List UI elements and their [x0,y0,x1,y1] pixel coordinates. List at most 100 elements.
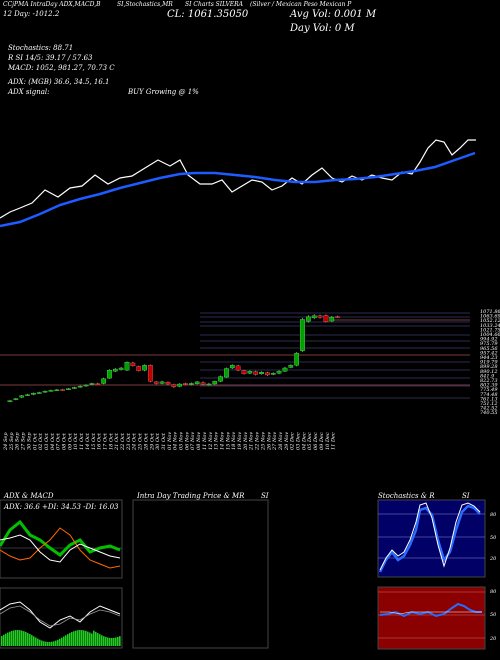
stoch-tick-20: 20 [490,556,497,562]
price-label: 1004.66 [480,332,500,338]
header-title-3: SI Charts SILVERA [185,1,244,8]
stoch-panel-title: Stochastics & R [378,492,435,500]
rsi-signal [380,611,482,615]
macd-bar [29,633,31,646]
macd-bar [119,636,121,646]
adx-line [0,534,121,563]
date-label: 11 Oct [79,432,85,450]
macd-bar [7,632,9,646]
candle-body [7,400,13,402]
mrsi-panel-si: SI [261,492,269,500]
ema-line [0,151,476,228]
macd-bar [79,630,81,646]
date-label: 01 Nov [167,432,173,450]
date-label: 21 Oct [114,432,120,451]
date-label: 03 Oct [44,432,50,450]
macd-bar [91,633,93,646]
macd-bar [23,631,25,646]
header-title-2: SI,Stochastics,MR [117,1,173,8]
date-label: 12 Nov [208,432,214,450]
date-label: 06 Nov [184,432,190,450]
price-label: 965.56 [480,346,498,352]
date-label: 13 Nov [214,432,220,450]
macd-bar [39,639,41,646]
macd-bar [49,641,51,646]
macd-bar [17,630,19,646]
macd-bar [1,636,3,646]
macd-bar [73,631,75,646]
candle-body [270,373,276,375]
candle-body [31,393,36,395]
price-label: 802.39 [480,383,498,389]
date-label: 14 Oct [85,432,91,450]
candle-body [194,381,200,384]
date-label: 25 Sep [9,432,15,451]
macd-bar [103,636,105,646]
candle-body [36,392,42,394]
candle-body [218,376,223,382]
date-label: 24 Oct [132,432,138,451]
macd-bar [11,630,13,646]
macd-bar [13,630,15,646]
macd-bar [85,630,87,646]
candle-body [83,384,89,387]
candle-body [48,390,54,392]
date-label: 23 Oct [126,432,132,451]
macd-bar [107,637,109,646]
date-label: 07 Oct [56,432,62,450]
date-label: 03 Dec [296,432,302,450]
date-label: 11 Dec [331,432,337,450]
macd-bar [5,633,7,646]
date-label: 09 Oct [67,432,73,450]
header-day-change: 12 Day: -1012.2 [3,10,60,18]
macd-bar [25,631,27,646]
mrsi-panel-frame [132,499,269,649]
date-label: 16 Oct [97,432,103,450]
date-label: 17 Oct [102,432,108,450]
price-label: 1033.24 [480,323,500,329]
date-label: 25 Oct [138,432,144,451]
candle-body [300,319,305,351]
candle-body [235,365,241,371]
macd-bar [113,637,115,646]
candle-body [183,383,188,385]
candle-body [171,384,177,387]
price-axis-labels: 1071.861063.691052.121033.241021.751004.… [480,309,500,416]
candle-body [177,383,182,387]
adx-signal-label: ADX signal: [8,88,50,96]
date-label: 15 Nov [225,432,231,450]
candle-body [95,383,101,385]
price-label: 1052.12 [480,318,500,324]
candle-body [153,381,159,384]
candle-body [77,385,83,388]
price-label: 890.12 [480,369,498,375]
candle-body [247,371,253,374]
date-label: 24 Sep [3,432,9,451]
adx-minus-di [0,527,121,569]
date-label: 11 Nov [202,432,208,450]
stoch-panel-frame [377,499,486,578]
date-label: 14 Nov [219,432,225,450]
macd-bar [71,632,73,646]
price-label: 975.79 [480,341,498,347]
macd-bar [65,635,67,646]
price-label: 742.52 [480,406,498,412]
candle-body [118,367,124,370]
candle-body [276,371,282,374]
date-label: 02 Dec [290,432,296,450]
candlesticks [7,314,340,403]
macd-bar [63,636,65,646]
price-label: 1021.75 [480,327,500,333]
candle-body [19,395,25,398]
candle-body [323,315,329,323]
date-label: 05 Dec [307,432,313,450]
candle-body [42,391,48,393]
header-close: CL: 1061.35050 [167,9,249,20]
candle-body [159,381,165,384]
macd-bar [61,637,63,646]
candle-body [305,316,311,322]
macd-bar [33,636,35,646]
date-label: 21 Nov [249,432,255,451]
date-label: 29 Oct [149,432,155,451]
